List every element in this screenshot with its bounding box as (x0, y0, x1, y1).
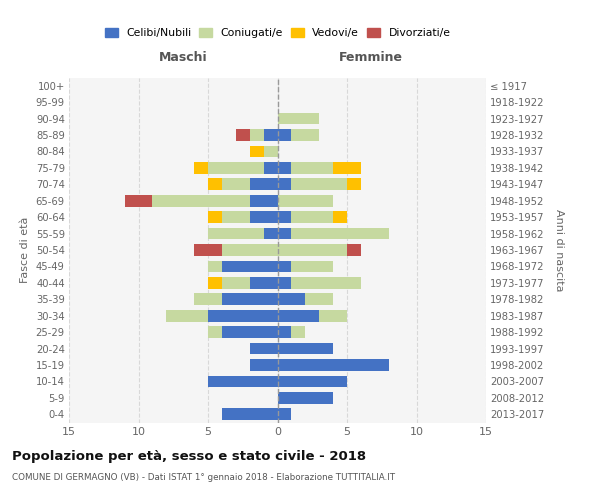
Bar (208, 178, 222, 190)
Bar (319, 310, 347, 322)
Bar (347, 244, 361, 256)
Bar (250, 129, 263, 141)
Bar (263, 146, 277, 158)
Bar (292, 326, 305, 338)
Bar (208, 277, 222, 289)
Bar (277, 162, 292, 174)
Bar (152, 195, 250, 206)
Bar (292, 211, 333, 223)
Bar (263, 228, 277, 239)
Y-axis label: Fasce di età: Fasce di età (20, 217, 30, 283)
Bar (277, 408, 292, 420)
Bar (277, 342, 333, 354)
Bar (250, 277, 277, 289)
Bar (263, 129, 277, 141)
Bar (194, 162, 208, 174)
Bar (333, 211, 347, 223)
Bar (333, 162, 361, 174)
Bar (208, 260, 222, 272)
Bar (208, 211, 222, 223)
Bar (277, 359, 389, 371)
Bar (222, 244, 277, 256)
Bar (208, 162, 263, 174)
Text: Maschi: Maschi (160, 50, 208, 64)
Bar (222, 408, 277, 420)
Bar (277, 376, 347, 388)
Bar (277, 392, 333, 404)
Bar (277, 310, 319, 322)
Bar (292, 129, 319, 141)
Bar (166, 310, 208, 322)
Bar (277, 277, 292, 289)
Bar (277, 195, 333, 206)
Bar (277, 178, 292, 190)
Legend: Celibi/Nubili, Coniugati/e, Vedovi/e, Divorziati/e: Celibi/Nubili, Coniugati/e, Vedovi/e, Di… (104, 28, 451, 38)
Bar (250, 211, 277, 223)
Bar (250, 178, 277, 190)
Text: COMUNE DI GERMAGNO (VB) - Dati ISTAT 1° gennaio 2018 - Elaborazione TUTTITALIA.I: COMUNE DI GERMAGNO (VB) - Dati ISTAT 1° … (12, 472, 395, 482)
Bar (222, 294, 277, 305)
Bar (292, 178, 347, 190)
Bar (125, 195, 152, 206)
Text: Popolazione per età, sesso e stato civile - 2018: Popolazione per età, sesso e stato civil… (12, 450, 366, 463)
Bar (208, 326, 222, 338)
Bar (222, 178, 250, 190)
Bar (222, 277, 250, 289)
Bar (208, 376, 277, 388)
Bar (305, 294, 333, 305)
Bar (222, 260, 277, 272)
Bar (222, 211, 250, 223)
Bar (250, 195, 277, 206)
Bar (292, 260, 333, 272)
Bar (194, 244, 222, 256)
Bar (277, 260, 292, 272)
Bar (292, 228, 389, 239)
Bar (250, 342, 277, 354)
Bar (263, 162, 277, 174)
Bar (277, 228, 292, 239)
Bar (277, 112, 319, 124)
Bar (222, 326, 277, 338)
Bar (194, 294, 222, 305)
Bar (236, 129, 250, 141)
Bar (292, 277, 361, 289)
Bar (347, 178, 361, 190)
Bar (250, 146, 263, 158)
Bar (277, 129, 292, 141)
Bar (277, 294, 305, 305)
Text: Femmine: Femmine (340, 50, 403, 64)
Bar (277, 211, 292, 223)
Bar (208, 310, 277, 322)
Bar (250, 359, 277, 371)
Bar (208, 228, 263, 239)
Bar (292, 162, 333, 174)
Bar (277, 244, 347, 256)
Bar (277, 326, 292, 338)
Y-axis label: Anni di nascita: Anni di nascita (554, 208, 564, 291)
